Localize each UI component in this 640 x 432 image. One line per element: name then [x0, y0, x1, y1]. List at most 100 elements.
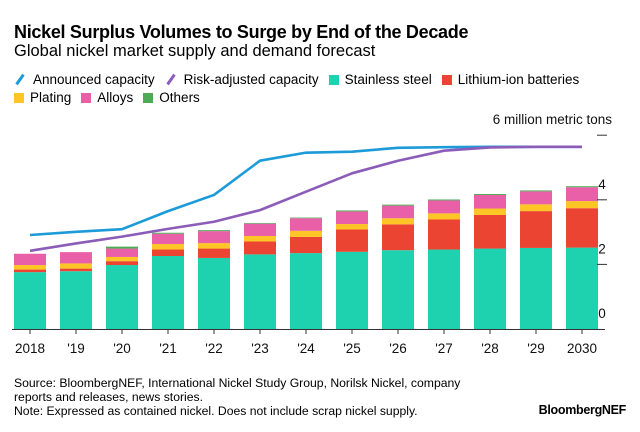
bar-plating: [290, 230, 322, 237]
bar-alloys: [474, 194, 506, 209]
legend-label: Risk-adjusted capacity: [183, 72, 319, 87]
bar-others: [198, 230, 230, 232]
chart-subtitle: Global nickel market supply and demand f…: [14, 42, 376, 60]
bar-others: [244, 223, 276, 224]
box-swatch-icon: [14, 92, 24, 103]
legend-label: Others: [159, 90, 200, 105]
bar-plating: [198, 243, 230, 249]
bar-plating: [106, 256, 138, 262]
x-tick-label: '24: [297, 341, 315, 356]
bar-stainless-steel: [106, 265, 138, 329]
bar-stainless-steel: [520, 247, 552, 329]
bar-plating: [244, 235, 276, 242]
bar-plating: [520, 204, 552, 212]
bar-others: [520, 190, 552, 192]
legend-label: Lithium-ion batteries: [457, 72, 580, 87]
box-swatch-icon: [441, 74, 452, 85]
bar-stainless-steel: [152, 256, 184, 329]
bar-alloys: [382, 205, 414, 219]
bar-stainless-steel: [244, 254, 276, 329]
bar-stainless-steel: [336, 251, 368, 329]
x-tick-label: '20: [113, 341, 131, 356]
bar-alloys: [244, 223, 276, 236]
legend-plating: Plating: [14, 90, 71, 105]
bar-lithium-ion-batteries: [152, 249, 184, 257]
bar-lithium-ion-batteries: [336, 229, 368, 252]
bar-plating: [382, 218, 414, 225]
source-line-2: reports and releases, news stories.: [14, 390, 203, 404]
lines-group: [29, 145, 582, 253]
legend-row-2: Plating Alloys Others: [14, 90, 210, 105]
x-tick-label: '29: [527, 341, 545, 356]
x-tick-label: 2018: [15, 341, 45, 356]
bar-lithium-ion-batteries: [290, 236, 322, 254]
bar-stainless-steel: [566, 247, 598, 329]
x-tick-label: '19: [67, 341, 85, 356]
bar-others: [428, 199, 460, 201]
axes-group: 2018 '19 '20 '21 '22 '23 '24 '25 '26 '27 '28 '29 203…: [12, 112, 612, 356]
bar-others: [152, 232, 184, 234]
legend-label: Stainless steel: [344, 72, 432, 87]
legend-lithium-ion-batteries: Lithium-ion batteries: [441, 72, 580, 87]
bar-stainless-steel: [382, 250, 414, 329]
bar-lithium-ion-batteries: [60, 268, 92, 272]
bar-plating: [474, 208, 506, 215]
bar-lithium-ion-batteries: [520, 211, 552, 248]
bar-plating: [14, 265, 46, 270]
bar-stainless-steel: [474, 248, 506, 329]
x-tick-label: '27: [435, 341, 453, 356]
box-swatch-icon: [81, 92, 92, 103]
bar-alloys: [520, 191, 552, 205]
bar-lithium-ion-batteries: [428, 219, 460, 250]
note-text: Note: Expressed as contained nickel. Doe…: [14, 404, 418, 418]
bar-alloys: [152, 233, 184, 245]
chart-title: Nickel Surplus Volumes to Surge by End o…: [14, 22, 469, 42]
bar-lithium-ion-batteries: [474, 214, 506, 249]
y-tick-label: 4: [598, 177, 606, 192]
x-tick-label: '25: [343, 341, 361, 356]
bar-alloys: [106, 248, 138, 257]
legend-risk-adjusted-capacity: Risk-adjusted capacity: [165, 72, 319, 87]
legend-label: Alloys: [97, 90, 134, 105]
bar-alloys: [566, 187, 598, 202]
legend-stainless-steel: Stainless steel: [328, 72, 432, 87]
bar-alloys: [336, 211, 368, 225]
bar-plating: [336, 224, 368, 230]
bar-lithium-ion-batteries: [244, 241, 276, 255]
bar-lithium-ion-batteries: [382, 224, 414, 251]
bar-lithium-ion-batteries: [14, 269, 46, 273]
bar-alloys: [198, 231, 230, 244]
y-tick-label: 0: [598, 306, 606, 321]
bar-others: [336, 210, 368, 212]
y-tick-label: 6 million metric tons: [493, 112, 613, 127]
bar-stainless-steel: [198, 257, 230, 329]
bar-plating: [566, 201, 598, 209]
bar-plating: [152, 244, 184, 250]
bar-stainless-steel: [290, 253, 322, 329]
bar-others: [566, 186, 598, 188]
bars-group: [14, 186, 598, 329]
x-tick-label: 2030: [567, 341, 597, 356]
bar-lithium-ion-batteries: [566, 208, 598, 248]
bar-alloys: [290, 218, 322, 231]
source-line-1: Source: BloombergNEF, International Nick…: [14, 376, 461, 390]
legend-label: Plating: [30, 90, 72, 105]
legend-announced-capacity: Announced capacity: [14, 72, 155, 87]
bar-lithium-ion-batteries: [106, 261, 138, 266]
bar-plating: [428, 213, 460, 220]
bar-stainless-steel: [428, 249, 460, 329]
x-tick-label: '26: [389, 341, 407, 356]
legend-alloys: Alloys: [81, 90, 133, 105]
bloombergnef-logo: BloombergNEF: [538, 403, 627, 417]
bar-others: [106, 246, 138, 249]
legend-others: Others: [143, 90, 200, 105]
bar-alloys: [60, 252, 92, 264]
x-tick-label: '23: [251, 341, 269, 356]
y-tick-label: 2: [598, 241, 606, 256]
bar-others: [382, 204, 414, 206]
legend-label: Announced capacity: [33, 72, 155, 87]
bar-others: [290, 217, 322, 219]
line-risk-adjusted-capacity: [29, 145, 582, 253]
bar-alloys: [428, 200, 460, 214]
